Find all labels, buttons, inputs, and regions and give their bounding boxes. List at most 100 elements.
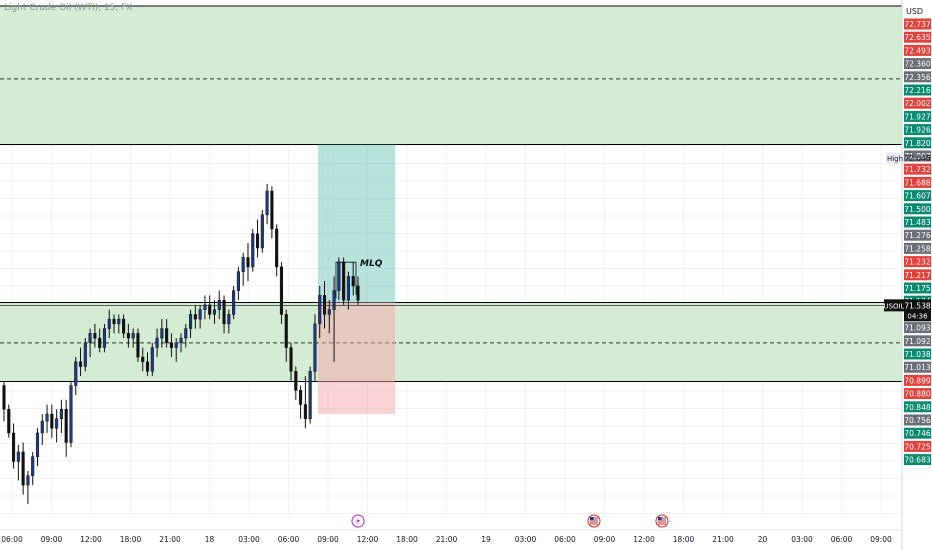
flag-circle bbox=[655, 514, 669, 528]
price-label-bg bbox=[904, 401, 931, 413]
price-label-bg bbox=[904, 31, 931, 43]
time-label: 21:00 bbox=[712, 535, 734, 544]
flag-stripe bbox=[658, 521, 666, 523]
candle-body bbox=[165, 328, 169, 344]
time-label: 03:00 bbox=[238, 535, 260, 544]
candle-body bbox=[265, 190, 269, 215]
zone-fill-1[interactable] bbox=[0, 6, 902, 145]
candle-body bbox=[337, 261, 341, 291]
candle-body bbox=[145, 361, 150, 372]
time-label: 09:00 bbox=[317, 535, 339, 544]
candle-body bbox=[212, 309, 217, 315]
time-label: 06:00 bbox=[831, 535, 853, 544]
symbol-badge-bg bbox=[884, 299, 904, 312]
candle-body bbox=[102, 328, 107, 348]
price-label: 71.276 bbox=[904, 231, 930, 240]
symbol-badge: USOIL bbox=[883, 302, 904, 310]
candle-body bbox=[98, 337, 102, 348]
candle-body bbox=[203, 304, 207, 310]
price-label-bg bbox=[904, 454, 931, 466]
flag-stripe bbox=[590, 523, 598, 525]
price-label-bg bbox=[904, 269, 931, 281]
price-label-bg bbox=[904, 335, 931, 347]
mlq-annotation[interactable]: MLQ bbox=[335, 259, 383, 299]
candle-body bbox=[251, 233, 255, 268]
candle-body bbox=[2, 385, 6, 410]
price-label-bg bbox=[904, 150, 931, 162]
candle-body bbox=[74, 361, 78, 386]
price-label: 71.217 bbox=[904, 271, 930, 280]
loss-zone[interactable] bbox=[318, 302, 395, 414]
time-label: 09:00 bbox=[594, 535, 616, 544]
time-label: 06:00 bbox=[554, 535, 576, 544]
candle-body bbox=[126, 333, 130, 339]
price-label-bg bbox=[904, 18, 931, 30]
current-price-value: 71.538 bbox=[904, 301, 930, 310]
candle-body bbox=[21, 451, 25, 486]
candle-body bbox=[16, 451, 20, 462]
candle-body bbox=[289, 347, 293, 372]
price-label: 71.500 bbox=[904, 205, 930, 214]
candle-body bbox=[327, 309, 331, 315]
candle-body bbox=[313, 323, 317, 372]
price-label-bg bbox=[904, 110, 931, 122]
candle-body bbox=[50, 413, 54, 429]
flag-stripe bbox=[590, 519, 598, 521]
time-axis[interactable]: 06:00 09:00 12:00 18:00 21:00 18 03:00 06:00 09:… bbox=[0, 514, 902, 544]
price-label: 71.013 bbox=[904, 363, 930, 372]
current-price-badge-bg bbox=[904, 299, 931, 322]
candle-body bbox=[184, 328, 188, 339]
time-label: 18:00 bbox=[396, 535, 418, 544]
candle-body bbox=[150, 347, 154, 372]
candle-body bbox=[198, 309, 202, 320]
profit-zone[interactable] bbox=[318, 144, 395, 303]
candle-body bbox=[45, 413, 49, 422]
price-label-bg bbox=[904, 361, 931, 373]
candle-body bbox=[193, 314, 197, 320]
candle-body bbox=[93, 333, 97, 339]
price-label: 70.746 bbox=[904, 429, 930, 438]
high-tag-label: High bbox=[887, 155, 903, 163]
price-axis[interactable]: 72.737 72.635 72.493 72.360 72.356 72.216 72.0… bbox=[883, 0, 932, 550]
supply-demand-zones[interactable] bbox=[0, 5, 902, 383]
price-label-bg bbox=[904, 242, 931, 254]
candle-body bbox=[332, 290, 336, 310]
time-label: 06:00 bbox=[278, 535, 300, 544]
candle-body bbox=[78, 361, 83, 367]
price-label: 71.258 bbox=[904, 244, 930, 253]
time-label: 12:00 bbox=[357, 535, 379, 544]
candle-body bbox=[155, 337, 159, 348]
countdown-value: 04:36 bbox=[907, 312, 928, 320]
flag-stripe bbox=[658, 519, 666, 521]
time-label: 18:00 bbox=[673, 535, 695, 544]
candle-body bbox=[260, 214, 264, 249]
lightning-icon[interactable] bbox=[351, 514, 365, 528]
flag-canton bbox=[590, 517, 594, 521]
us-flag-icon[interactable] bbox=[655, 514, 669, 528]
high-tag-bg bbox=[886, 152, 904, 164]
us-flag-icon[interactable] bbox=[587, 514, 601, 528]
candle-body bbox=[55, 418, 59, 429]
flag-canton bbox=[658, 517, 662, 521]
long-position-tool[interactable] bbox=[318, 144, 395, 414]
candle-body bbox=[246, 257, 250, 268]
time-label: 09:00 bbox=[41, 535, 63, 544]
price-label: 71.093 bbox=[904, 324, 930, 333]
price-label: 70.756 bbox=[904, 416, 930, 425]
price-label-bg bbox=[904, 163, 931, 175]
time-label: 03:00 bbox=[791, 535, 813, 544]
price-label: 71.688 bbox=[904, 178, 930, 187]
currency-label: USD bbox=[906, 7, 924, 16]
price-label: 71.232 bbox=[904, 258, 930, 267]
candle-body bbox=[112, 318, 116, 325]
time-label: 06:00 bbox=[1, 535, 23, 544]
price-label-bg bbox=[904, 427, 931, 439]
candle-body bbox=[35, 432, 40, 457]
mlq-bracket[interactable] bbox=[335, 261, 357, 299]
candle-body bbox=[26, 475, 30, 486]
candle-body bbox=[217, 299, 221, 310]
zone-fill-2[interactable] bbox=[0, 302, 902, 382]
price-label: 72.216 bbox=[904, 86, 930, 95]
price-label: 70.683 bbox=[904, 456, 930, 465]
